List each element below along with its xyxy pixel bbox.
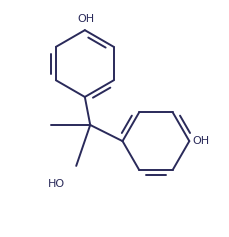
- Text: HO: HO: [48, 179, 65, 189]
- Text: OH: OH: [192, 136, 209, 146]
- Text: OH: OH: [77, 14, 94, 24]
